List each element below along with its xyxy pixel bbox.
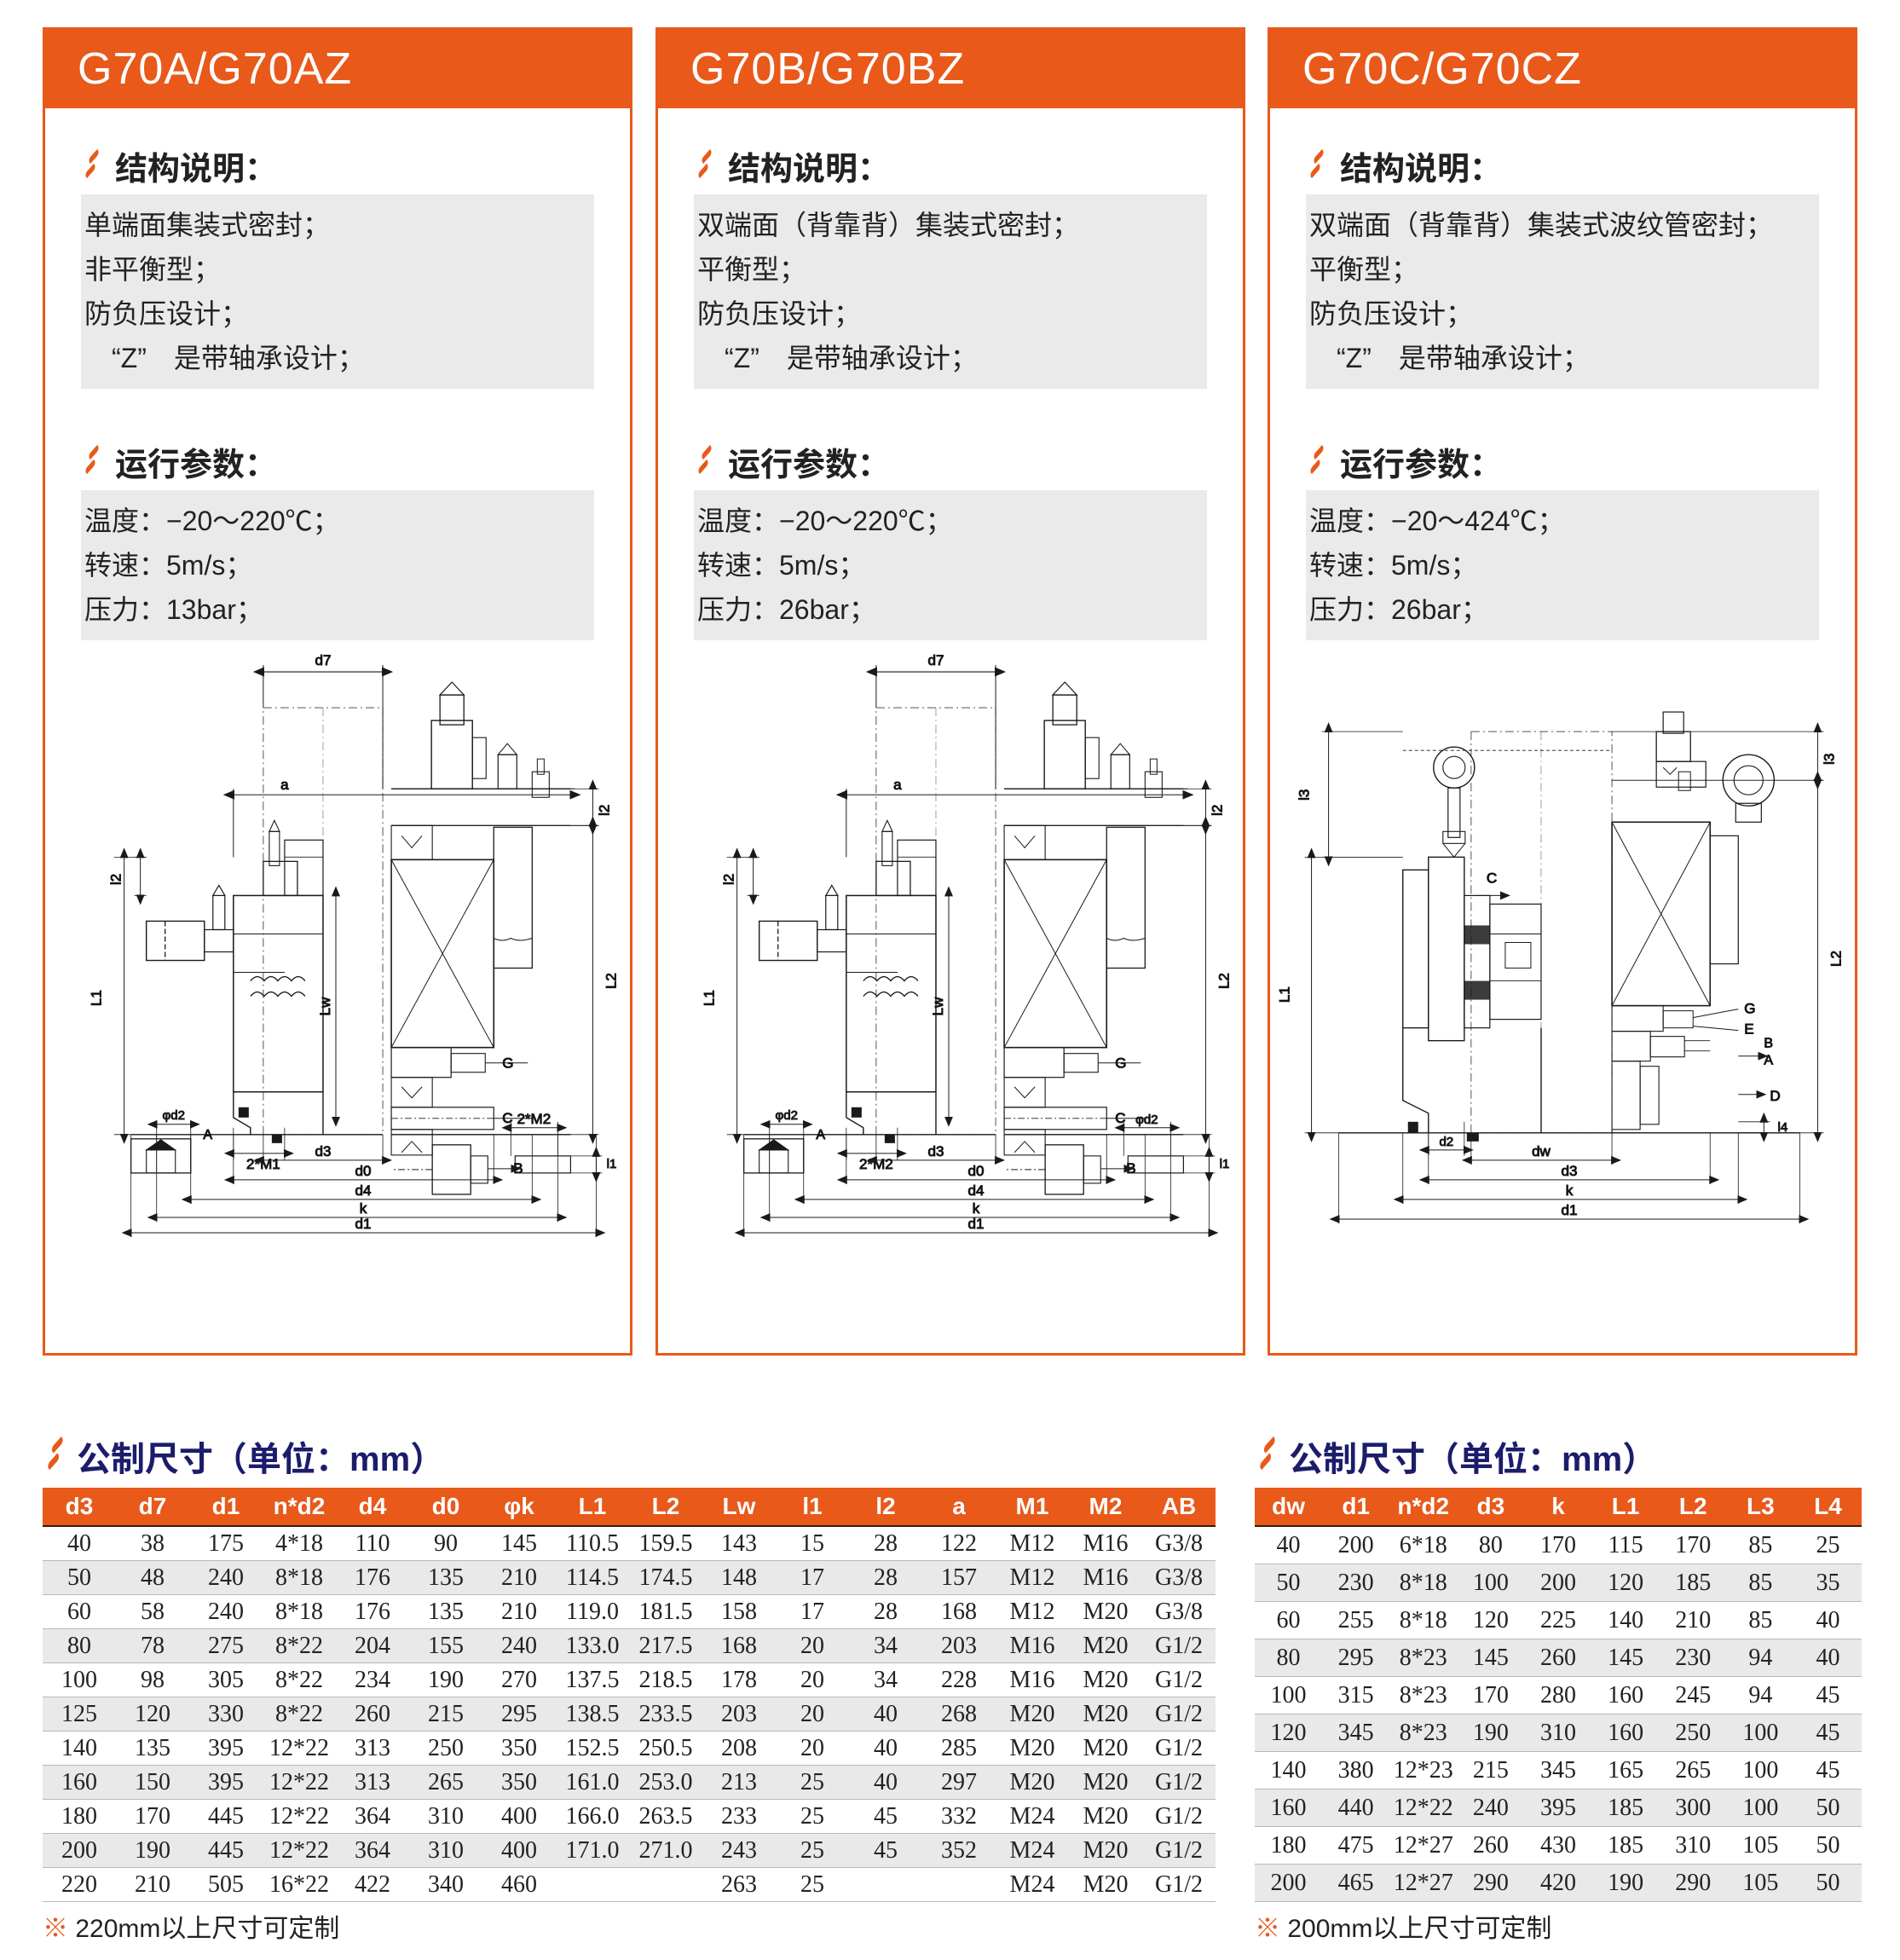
svg-text:d2: d2 xyxy=(1439,1135,1453,1149)
svg-text:d4: d4 xyxy=(355,1182,372,1199)
svg-text:l2: l2 xyxy=(721,874,737,885)
svg-text:l4: l4 xyxy=(1778,1120,1788,1135)
svg-text:G: G xyxy=(1744,1001,1755,1017)
svg-text:B: B xyxy=(1126,1160,1135,1177)
svg-text:d7: d7 xyxy=(928,652,944,668)
svg-text:A: A xyxy=(203,1127,212,1142)
svg-text:k: k xyxy=(1566,1182,1574,1199)
svg-text:D: D xyxy=(1770,1088,1780,1104)
svg-text:l1: l1 xyxy=(1220,1157,1230,1171)
svg-text:L2: L2 xyxy=(1216,973,1232,989)
svg-text:L1: L1 xyxy=(89,990,105,1006)
svg-text:d1: d1 xyxy=(968,1216,985,1232)
svg-text:l1: l1 xyxy=(607,1157,617,1171)
svg-text:d0: d0 xyxy=(968,1163,985,1179)
svg-text:d1: d1 xyxy=(355,1216,372,1232)
svg-text:C: C xyxy=(502,1110,512,1126)
svg-text:a: a xyxy=(280,777,289,793)
svg-text:A: A xyxy=(1764,1053,1773,1068)
svg-text:d3: d3 xyxy=(928,1143,944,1159)
svg-text:L2: L2 xyxy=(1828,951,1844,967)
svg-text:L1: L1 xyxy=(702,990,718,1006)
svg-text:l3: l3 xyxy=(1821,754,1837,765)
svg-text:d0: d0 xyxy=(355,1163,372,1179)
svg-text:L1: L1 xyxy=(1277,986,1293,1003)
svg-text:dw: dw xyxy=(1532,1143,1551,1159)
svg-text:k: k xyxy=(360,1200,367,1217)
svg-text:l2: l2 xyxy=(596,805,612,816)
svg-text:L2: L2 xyxy=(603,973,619,989)
svg-text:C: C xyxy=(1487,870,1497,886)
svg-text:G: G xyxy=(502,1055,513,1072)
svg-text:B: B xyxy=(513,1160,523,1177)
svg-text:Lw: Lw xyxy=(930,997,946,1015)
svg-text:d1: d1 xyxy=(1562,1202,1578,1218)
svg-text:2*M2: 2*M2 xyxy=(517,1111,551,1127)
svg-text:l2: l2 xyxy=(1209,805,1225,816)
svg-text:G: G xyxy=(1115,1055,1126,1072)
svg-text:d3: d3 xyxy=(315,1143,332,1159)
svg-text:d3: d3 xyxy=(1562,1163,1578,1179)
svg-text:l2: l2 xyxy=(108,874,124,885)
svg-text:E: E xyxy=(1744,1021,1753,1038)
svg-text:φd2: φd2 xyxy=(775,1108,797,1123)
svg-text:φd2: φd2 xyxy=(162,1108,184,1123)
svg-text:φd2: φd2 xyxy=(1135,1113,1158,1127)
svg-text:C: C xyxy=(1115,1110,1125,1126)
svg-text:a: a xyxy=(893,777,902,793)
svg-text:d7: d7 xyxy=(315,652,332,668)
svg-text:Lw: Lw xyxy=(317,997,333,1015)
svg-text:A: A xyxy=(816,1127,825,1142)
svg-text:k: k xyxy=(973,1200,980,1217)
svg-text:d4: d4 xyxy=(968,1182,985,1199)
svg-text:B: B xyxy=(1764,1036,1773,1051)
svg-text:l3: l3 xyxy=(1297,789,1313,801)
